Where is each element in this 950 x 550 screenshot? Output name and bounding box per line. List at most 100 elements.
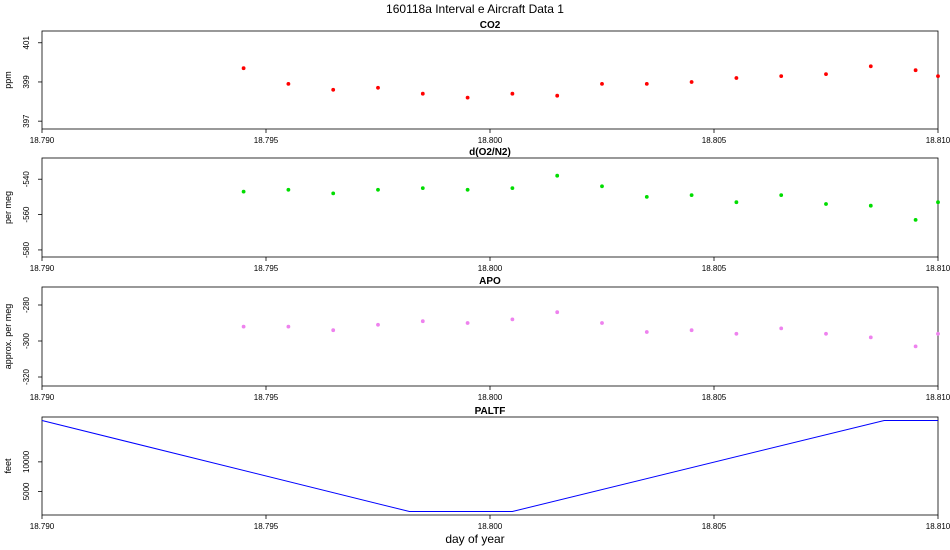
y-axis-label: per meg bbox=[3, 191, 13, 224]
data-point bbox=[241, 66, 246, 71]
data-point bbox=[600, 184, 604, 189]
data-point bbox=[644, 330, 649, 334]
data-point bbox=[734, 200, 739, 205]
x-tick-label: 18.790 bbox=[30, 136, 55, 145]
data-point bbox=[286, 82, 291, 86]
data-point bbox=[779, 74, 784, 79]
data-point bbox=[510, 91, 515, 96]
panel-title: d(O2/N2) bbox=[469, 147, 511, 158]
data-point bbox=[286, 187, 291, 192]
x-tick-label: 18.800 bbox=[478, 264, 503, 273]
data-point bbox=[331, 191, 336, 196]
panel-1: d(O2/N2) per meg 18.790 18.795 18.800 18.805 1… bbox=[3, 147, 950, 273]
y-tick-label: -280 bbox=[22, 296, 31, 313]
data-point bbox=[465, 95, 470, 100]
data-point bbox=[689, 193, 694, 198]
plot-frame bbox=[41, 30, 939, 130]
data-point bbox=[868, 203, 873, 208]
y-tick-label: 397 bbox=[22, 114, 31, 128]
data-point bbox=[868, 64, 873, 69]
y-tick-label: 399 bbox=[22, 75, 31, 89]
plot-frame bbox=[41, 416, 939, 516]
panel-title: PALTF bbox=[475, 406, 506, 417]
data-point bbox=[420, 91, 425, 96]
data-point bbox=[510, 317, 515, 322]
x-tick-label: 18.805 bbox=[702, 393, 727, 402]
y-tick-label: -300 bbox=[22, 332, 31, 349]
series-line bbox=[41, 420, 938, 512]
data-point bbox=[689, 80, 694, 84]
data-point bbox=[286, 324, 291, 329]
panel-title: APO bbox=[479, 276, 501, 287]
data-point bbox=[913, 344, 918, 349]
x-tick-label: 18.810 bbox=[926, 522, 950, 531]
data-point bbox=[913, 217, 918, 222]
data-point bbox=[555, 310, 560, 315]
x-tick-label: 18.800 bbox=[478, 393, 503, 402]
x-tick-label: 18.795 bbox=[254, 136, 279, 145]
x-tick-label: 18.800 bbox=[478, 136, 503, 145]
data-point bbox=[689, 328, 694, 333]
figure-title: 160118a Interval e Aircraft Data 1 bbox=[386, 2, 564, 16]
y-tick-label: -540 bbox=[22, 171, 31, 188]
x-tick-label: 18.810 bbox=[926, 136, 950, 145]
data-point bbox=[600, 321, 604, 325]
x-tick-label: 18.790 bbox=[30, 393, 55, 402]
x-tick-label: 18.790 bbox=[30, 522, 55, 531]
x-tick-label: 18.790 bbox=[30, 264, 55, 273]
x-tick-label: 18.810 bbox=[926, 393, 950, 402]
data-point bbox=[779, 193, 784, 198]
y-tick-label: 5000 bbox=[22, 482, 31, 500]
y-tick-label: -580 bbox=[22, 241, 31, 258]
panels: CO2 ppm 18.790 18.795 18.800 18.805 18.810 397 3… bbox=[3, 20, 950, 531]
data-point bbox=[824, 202, 828, 206]
data-point bbox=[465, 187, 470, 192]
panel-0: CO2 ppm 18.790 18.795 18.800 18.805 18.810 397 3… bbox=[3, 20, 950, 145]
x-tick-label: 18.805 bbox=[702, 136, 727, 145]
data-point bbox=[331, 328, 336, 333]
data-point bbox=[868, 335, 873, 340]
data-point bbox=[644, 194, 649, 199]
y-tick-label: -320 bbox=[22, 368, 31, 385]
data-point bbox=[376, 322, 380, 327]
x-tick-label: 18.805 bbox=[702, 264, 727, 273]
data-point bbox=[420, 319, 425, 324]
plot-frame bbox=[41, 157, 939, 258]
panel-title: CO2 bbox=[480, 20, 501, 31]
y-tick-label: 10000 bbox=[22, 450, 31, 473]
y-tick-label: -560 bbox=[22, 206, 31, 223]
data-point bbox=[824, 331, 828, 336]
data-point bbox=[936, 200, 940, 205]
x-tick-label: 18.795 bbox=[254, 393, 279, 402]
y-axis-label: approx. per meg bbox=[3, 304, 13, 370]
data-point bbox=[241, 189, 246, 194]
data-point bbox=[555, 173, 560, 178]
data-point bbox=[241, 324, 246, 329]
x-tick-label: 18.795 bbox=[254, 522, 279, 531]
y-axis-label: ppm bbox=[3, 71, 13, 89]
data-point bbox=[555, 93, 560, 98]
data-point bbox=[936, 74, 940, 79]
data-point bbox=[779, 326, 784, 331]
data-point bbox=[465, 321, 470, 325]
data-point bbox=[644, 82, 649, 86]
data-point bbox=[913, 68, 918, 73]
data-point bbox=[420, 186, 425, 191]
plot-frame bbox=[41, 286, 939, 387]
x-tick-label: 18.800 bbox=[478, 522, 503, 531]
data-point bbox=[734, 331, 739, 336]
x-tick-label: 18.795 bbox=[254, 264, 279, 273]
data-point bbox=[376, 187, 380, 192]
data-point bbox=[936, 331, 940, 336]
panel-3: PALTF feet 18.790 18.795 18.800 18.805 18.810 5… bbox=[3, 406, 950, 531]
y-axis-label: feet bbox=[3, 458, 13, 474]
data-point bbox=[734, 76, 739, 80]
panel-2: APO approx. per meg 18.790 18.795 18.800 18.8… bbox=[3, 276, 950, 402]
x-axis-label: day of year bbox=[445, 532, 504, 546]
data-point bbox=[824, 72, 828, 77]
x-tick-label: 18.805 bbox=[702, 522, 727, 531]
data-point bbox=[600, 82, 604, 86]
data-point bbox=[510, 186, 515, 191]
y-tick-label: 401 bbox=[22, 36, 31, 50]
